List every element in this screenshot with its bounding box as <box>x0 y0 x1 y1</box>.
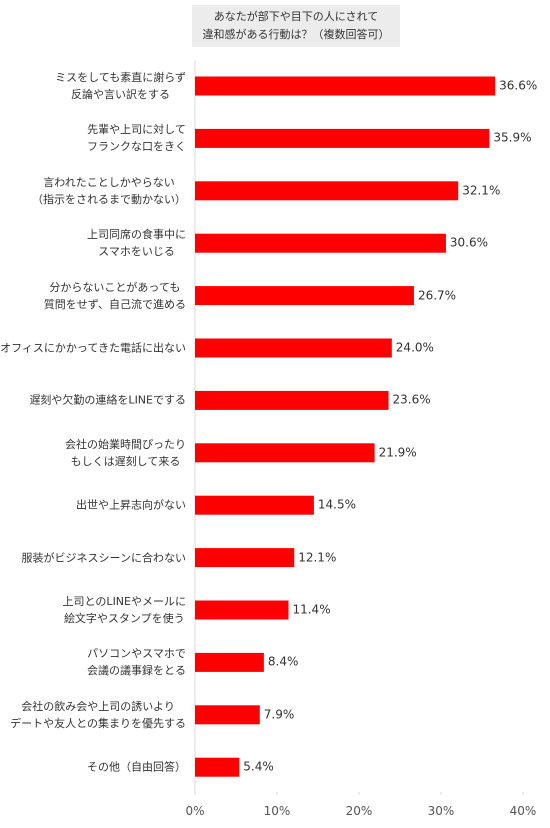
x-tick-label: 40% <box>509 804 537 818</box>
bar <box>195 652 264 672</box>
category-label: 分からないことがあっても 質問をせず、自己流で進める <box>43 280 186 311</box>
category-label: 出世や上昇志向がない <box>76 498 186 512</box>
category-label: その他（自由回答） <box>87 760 186 774</box>
chart-title: あなたが部下や目下の人にされて 違和感がある行動は？（複数回答可） <box>192 5 400 47</box>
category-label: ミスをしても素直に謝らず 反論や言い訳をする <box>55 71 186 101</box>
category-label: 言われたことしかやらない （指示をされるまで動かない） <box>32 175 186 206</box>
category-label: 上司同席の食事中に スマホをいじる <box>87 228 186 259</box>
value-label: 23.6% <box>392 392 431 407</box>
bar <box>195 286 414 306</box>
category-label: オフィスにかかってきた電話に出ない <box>0 341 186 355</box>
bar <box>195 495 314 515</box>
value-label: 12.1% <box>298 550 337 565</box>
value-label: 14.5% <box>317 497 357 512</box>
bar <box>195 181 459 201</box>
category-label: 遅刻や欠勤の連絡をLINEでする <box>29 393 186 407</box>
category-label: 上司とのLINEやメールに 絵文字やスタンプを使う <box>62 595 186 625</box>
value-label: 8.4% <box>267 654 299 669</box>
bar <box>195 705 260 725</box>
bar <box>195 757 240 777</box>
category-label: 服装がビジネスシーンに合わない <box>21 551 186 565</box>
value-label: 11.4% <box>292 602 331 617</box>
value-label: 24.0% <box>395 340 434 355</box>
value-label: 21.9% <box>378 445 417 460</box>
category-label: パソコンやスマホで 会議の議事録をとる <box>87 647 186 678</box>
value-label: 36.6% <box>499 78 538 93</box>
x-tick-label: 10% <box>263 804 291 818</box>
value-label: 7.9% <box>263 707 295 722</box>
bar <box>195 600 289 620</box>
value-label: 5.4% <box>243 759 274 774</box>
value-label: 26.7% <box>417 288 457 303</box>
bar <box>195 338 392 358</box>
bar <box>195 548 295 568</box>
category-label: 先輩や上司に対して フランクな口をきく <box>87 123 186 154</box>
x-tick-label: 30% <box>427 804 455 818</box>
bar <box>195 390 389 410</box>
x-tick-label: 0% <box>185 804 205 818</box>
value-label: 35.9% <box>493 130 532 145</box>
bar <box>195 233 446 253</box>
value-label: 32.1% <box>462 183 501 198</box>
bar <box>195 128 490 148</box>
bar <box>195 443 375 463</box>
value-label: 30.6% <box>449 235 489 250</box>
x-tick-label: 20% <box>345 804 373 818</box>
bar <box>195 76 496 96</box>
category-label: 会社の始業時間ぴったり もしくは遅刻して来る <box>65 437 186 468</box>
category-label: 会社の飲み会や上司の誘いより デートや友人との集まりを優先する <box>10 699 186 730</box>
